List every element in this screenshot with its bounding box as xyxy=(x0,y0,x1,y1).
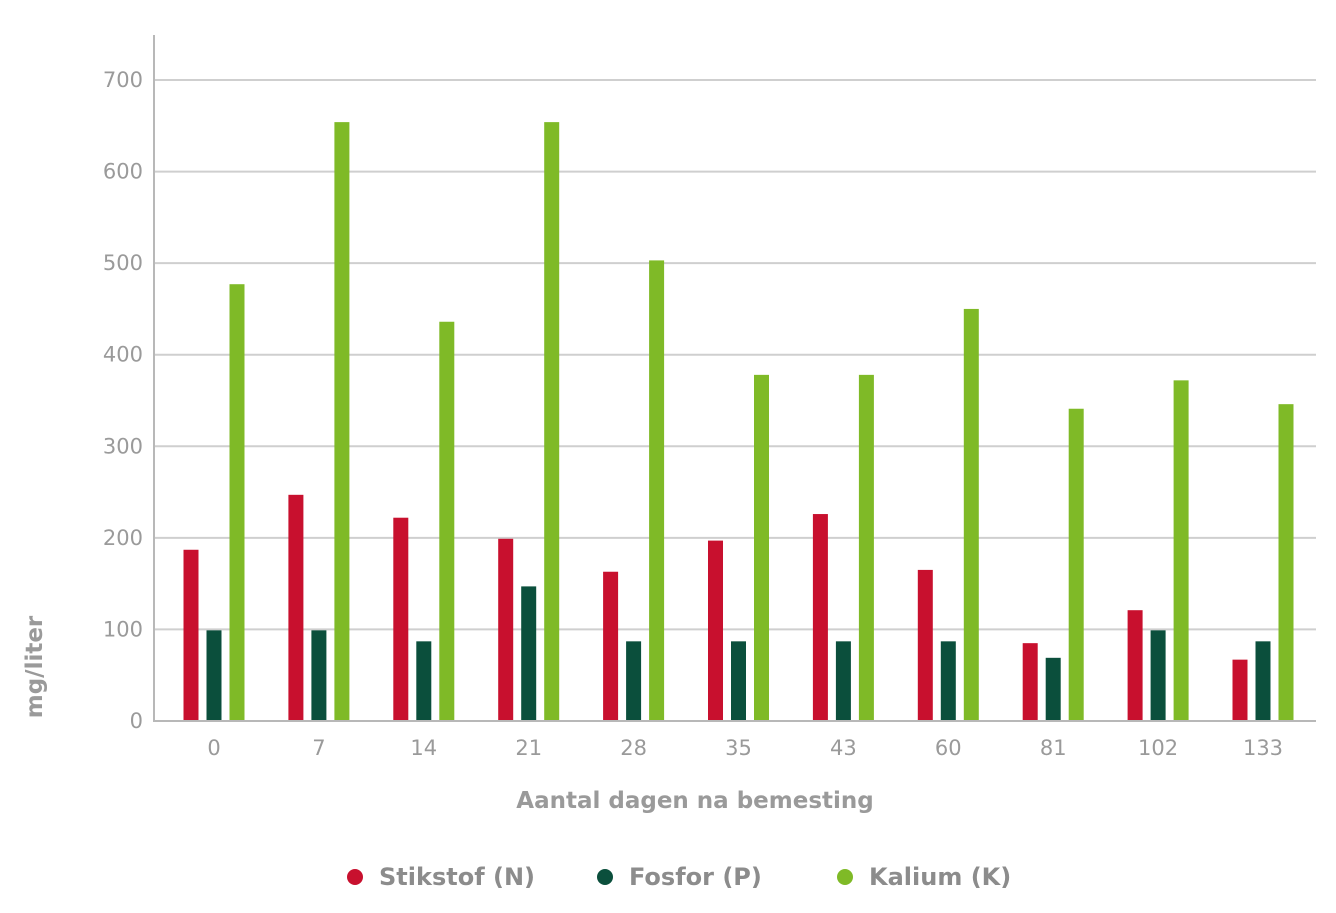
legend: Stikstof (N) Fosfor (P) Kalium (K) xyxy=(347,863,1011,891)
y-tick-label: 700 xyxy=(103,68,143,92)
bar-stikstof-102 xyxy=(1127,610,1143,721)
bar-stikstof-133 xyxy=(1232,659,1248,721)
legend-label: Fosfor (P) xyxy=(629,863,762,891)
x-tick-label: 14 xyxy=(410,736,437,760)
bar-fosfor-14 xyxy=(416,641,432,721)
x-tick-label: 81 xyxy=(1040,736,1067,760)
bar-kalium-60 xyxy=(963,308,979,721)
x-tick-label: 133 xyxy=(1243,736,1283,760)
legend-marker xyxy=(347,869,363,885)
bar-kalium-102 xyxy=(1173,380,1189,721)
bar-fosfor-81 xyxy=(1045,657,1061,721)
legend-marker xyxy=(597,869,613,885)
legend-label: Stikstof (N) xyxy=(379,863,535,891)
bar-stikstof-60 xyxy=(917,569,933,721)
bar-fosfor-28 xyxy=(626,641,642,721)
bar-fosfor-43 xyxy=(835,641,851,721)
bar-kalium-81 xyxy=(1068,408,1084,721)
x-axis-title: Aantal dagen na bemesting xyxy=(516,788,873,814)
bar-stikstof-0 xyxy=(183,549,199,721)
x-tick-label: 102 xyxy=(1138,736,1178,760)
y-tick-label: 400 xyxy=(103,343,143,367)
bar-stikstof-35 xyxy=(708,540,723,721)
y-tick-label: 200 xyxy=(103,526,143,550)
bar-fosfor-133 xyxy=(1255,641,1271,721)
bar-fosfor-35 xyxy=(731,641,746,721)
y-tick-label: 100 xyxy=(103,617,143,641)
bar-fosfor-0 xyxy=(206,630,222,721)
grid-lines xyxy=(154,79,1316,631)
x-tick-label: 7 xyxy=(312,736,325,760)
bar-stikstof-21 xyxy=(498,538,514,721)
bar-stikstof-14 xyxy=(393,517,409,721)
x-tick-label: 43 xyxy=(830,736,857,760)
bar-kalium-0 xyxy=(229,284,245,721)
y-tick-label: 300 xyxy=(103,434,143,458)
bar-kalium-43 xyxy=(858,374,874,721)
bar-fosfor-102 xyxy=(1150,630,1166,721)
y-axis-title: mg/liter xyxy=(22,615,48,718)
bar-kalium-21 xyxy=(544,122,560,721)
legend-marker xyxy=(837,869,853,885)
y-axis-ticks: 0 100 200 300 400 500 600 700 xyxy=(103,68,143,733)
bar-kalium-133 xyxy=(1278,404,1294,721)
bars xyxy=(183,122,1294,721)
y-tick-label: 500 xyxy=(103,251,143,275)
x-tick-label: 28 xyxy=(620,736,647,760)
x-tick-label: 21 xyxy=(515,736,542,760)
bar-kalium-35 xyxy=(754,374,769,721)
legend-label: Kalium (K) xyxy=(869,863,1011,891)
x-axis-ticks: 0 7 14 21 28 35 43 60 81 102 133 xyxy=(207,736,1283,760)
x-tick-label: 0 xyxy=(207,736,220,760)
bar-kalium-7 xyxy=(334,122,350,721)
bar-fosfor-60 xyxy=(940,641,956,721)
bar-fosfor-7 xyxy=(311,630,327,721)
bar-stikstof-7 xyxy=(288,494,304,721)
x-tick-label: 60 xyxy=(935,736,962,760)
bar-fosfor-21 xyxy=(521,586,537,721)
bar-stikstof-81 xyxy=(1022,643,1038,721)
bar-kalium-14 xyxy=(439,321,455,721)
bar-stikstof-28 xyxy=(603,571,619,721)
bar-stikstof-43 xyxy=(812,514,828,721)
y-tick-label: 600 xyxy=(103,160,143,184)
y-tick-label: 0 xyxy=(130,709,143,733)
bar-kalium-28 xyxy=(649,260,665,721)
x-tick-label: 35 xyxy=(725,736,752,760)
